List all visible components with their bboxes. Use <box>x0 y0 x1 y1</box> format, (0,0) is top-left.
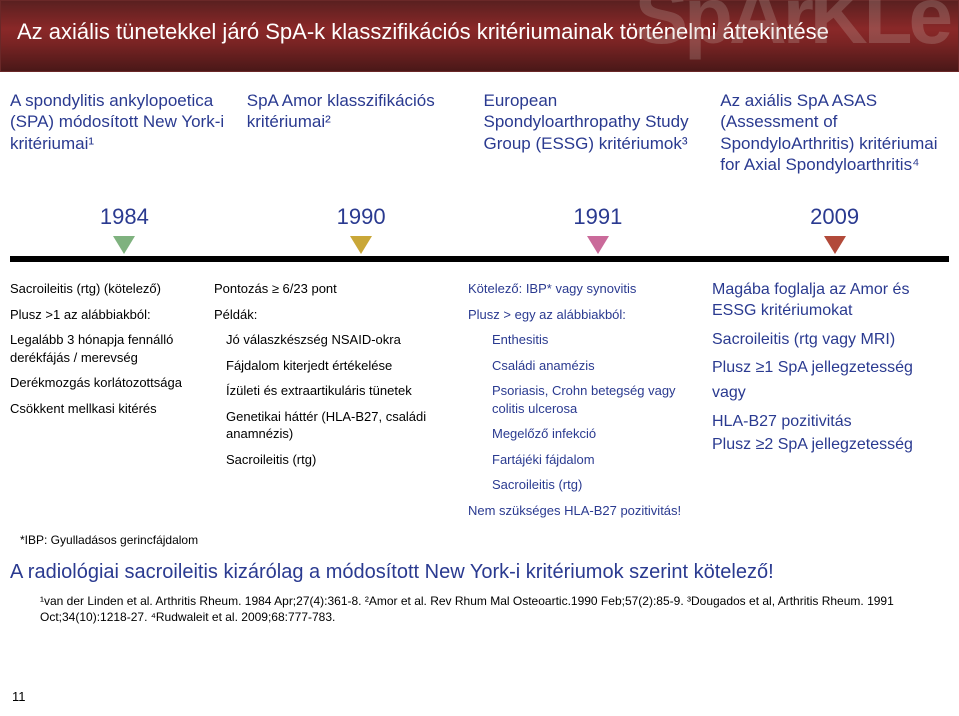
timeline-year: 1991 <box>484 204 713 230</box>
timeline-row: A spondylitis ankylopoetica (SPA) módosí… <box>0 72 959 236</box>
detail-text: HLA-B27 pozitivitás <box>712 412 949 433</box>
arrow-row <box>0 236 959 254</box>
timeline-year: 2009 <box>720 204 949 230</box>
down-arrow-icon <box>587 236 609 254</box>
detail-text: Psoriasis, Crohn betegség vagy colitis u… <box>468 382 698 417</box>
detail-text: Magába foglalja az Amor és ESSG kritériu… <box>712 280 949 322</box>
timeline-col-1: A spondylitis ankylopoetica (SPA) módosí… <box>10 90 239 230</box>
detail-text: Plusz ≥1 SpA jellegzetesség <box>712 358 949 379</box>
details-col-3: Kötelező: IBP* vagy synovitis Plusz > eg… <box>468 280 698 527</box>
timeline-col-2: SpA Amor klasszifikációs kritériumai² 19… <box>247 90 476 230</box>
detail-text: Ízületi és extraartikuláris tünetek <box>214 382 454 400</box>
timeline-label: Az axiális SpA ASAS (Assessment of Spond… <box>720 90 949 200</box>
detail-text: Enthesitis <box>468 331 698 349</box>
detail-text: Kötelező: IBP* vagy synovitis <box>468 280 698 298</box>
detail-text: Genetikai háttér (HLA-B27, családi anamn… <box>214 408 454 443</box>
ibp-footnote: *IBP: Gyulladásos gerincfájdalom <box>0 527 959 547</box>
details-row: Sacroileitis (rtg) (kötelező) Plusz >1 a… <box>0 280 959 527</box>
detail-text: Csökkent mellkasi kitérés <box>10 400 200 418</box>
details-col-2: Pontozás ≥ 6/23 pont Példák: Jó válaszké… <box>214 280 454 527</box>
detail-text: Jó válaszkészség NSAID-okra <box>214 331 454 349</box>
down-arrow-icon <box>113 236 135 254</box>
detail-text: vagy <box>712 383 949 404</box>
detail-text: Legalább 3 hónapja fennálló derékfájás /… <box>10 331 200 366</box>
detail-text: Plusz > egy az alábbiakból: <box>468 306 698 324</box>
details-col-1: Sacroileitis (rtg) (kötelező) Plusz >1 a… <box>10 280 200 527</box>
down-arrow-icon <box>350 236 372 254</box>
timeline-col-4: Az axiális SpA ASAS (Assessment of Spond… <box>720 90 949 230</box>
detail-text: Sacroileitis (rtg) <box>214 451 454 469</box>
detail-text: Megelőző infekció <box>468 425 698 443</box>
page-number: 11 <box>12 689 26 704</box>
timeline-label: SpA Amor klasszifikációs kritériumai² <box>247 90 476 200</box>
timeline-year: 1984 <box>10 204 239 230</box>
timeline-col-3: European Spondyloarthropathy Study Group… <box>484 90 713 230</box>
details-col-4: Magába foglalja az Amor és ESSG kritériu… <box>712 280 949 527</box>
detail-text: Pontozás ≥ 6/23 pont <box>214 280 454 298</box>
detail-text: Nem szükséges HLA-B27 pozitivitás! <box>468 502 698 520</box>
detail-text: Plusz ≥2 SpA jellegzetesség <box>712 435 949 456</box>
down-arrow-icon <box>824 236 846 254</box>
detail-text: Családi anamézis <box>468 357 698 375</box>
detail-text: Sacroileitis (rtg) (kötelező) <box>10 280 200 298</box>
detail-text: Sacroileitis (rtg vagy MRI) <box>712 330 949 351</box>
detail-text: Sacroileitis (rtg) <box>468 476 698 494</box>
timeline-label: A spondylitis ankylopoetica (SPA) módosí… <box>10 90 239 200</box>
detail-text: Fájdalom kiterjedt értékelése <box>214 357 454 375</box>
detail-text: Fartájéki fájdalom <box>468 451 698 469</box>
watermark-text: SpArKLe <box>635 0 949 62</box>
timeline-label: European Spondyloarthropathy Study Group… <box>484 90 713 200</box>
detail-text: Példák: <box>214 306 454 324</box>
references: ¹van der Linden et al. Arthritis Rheum. … <box>0 590 959 625</box>
detail-text: Derékmozgás korlátozottsága <box>10 374 200 392</box>
detail-text: Plusz >1 az alábbiakból: <box>10 306 200 324</box>
timeline-bar <box>10 256 949 262</box>
conclusion-text: A radiológiai sacroileitis kizárólag a m… <box>0 547 959 590</box>
timeline-year: 1990 <box>247 204 476 230</box>
